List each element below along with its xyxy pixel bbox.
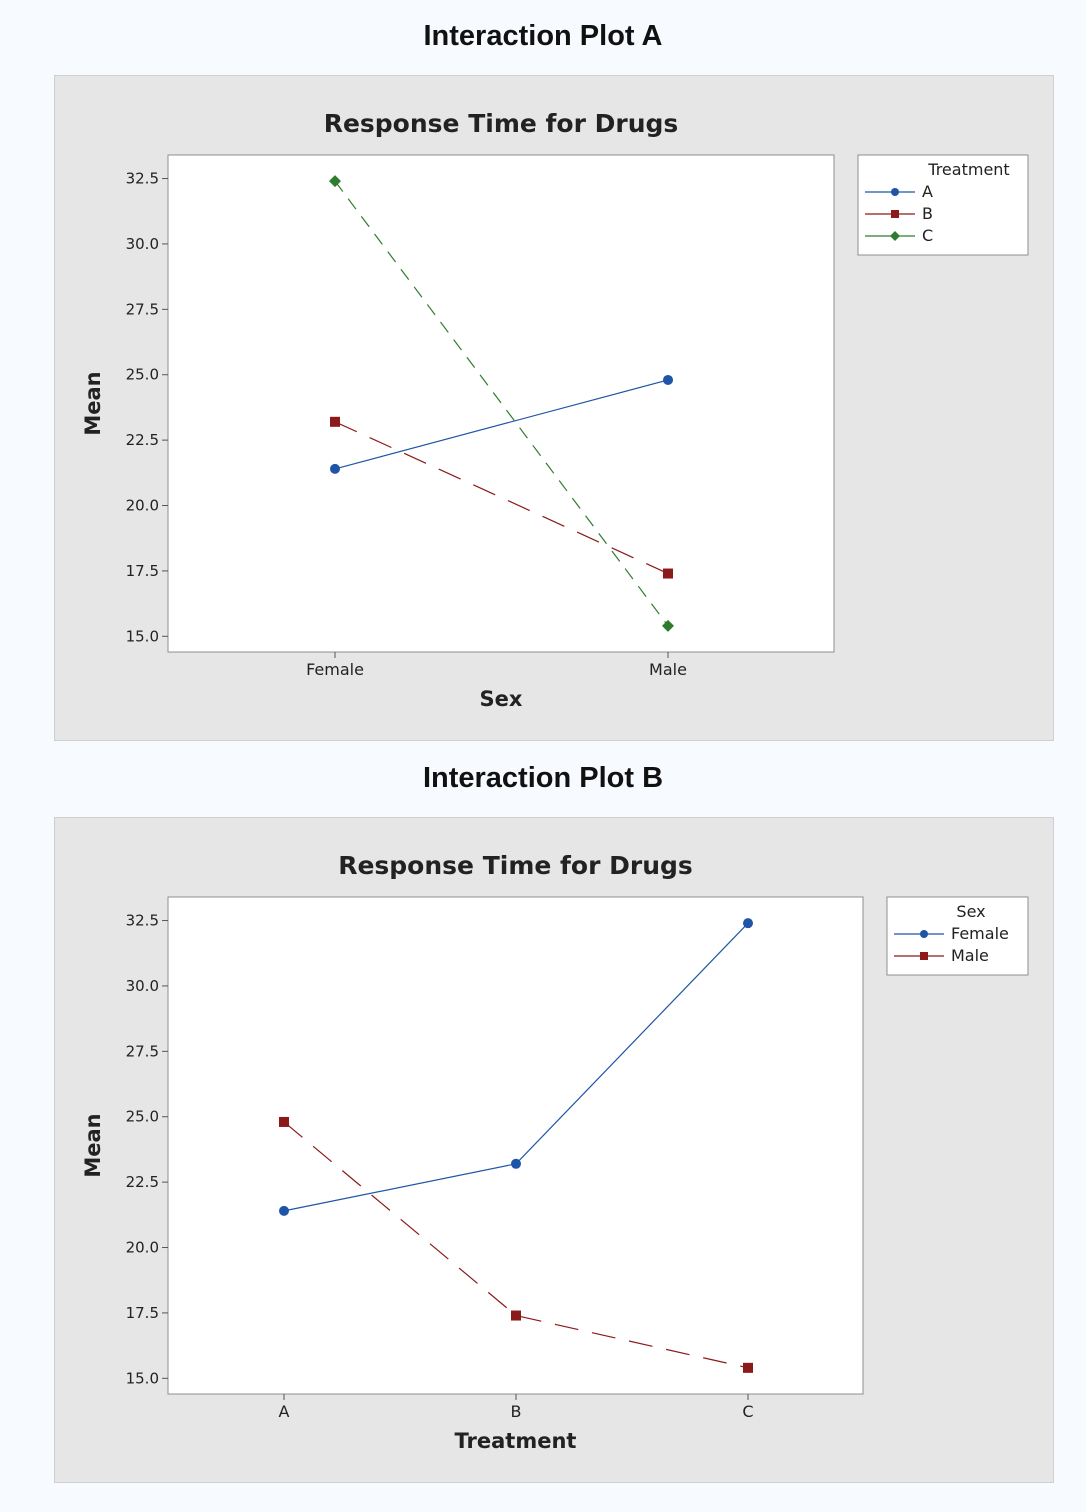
y-tick-label: 17.5 <box>126 1304 159 1322</box>
y-tick-label: 20.0 <box>126 1239 159 1257</box>
x-tick-label: Male <box>649 660 687 679</box>
chart-b: Response Time for Drugs 15.0 17.5 20.0 22.5 2… <box>81 851 1029 1453</box>
data-point-c <box>662 619 674 632</box>
legend-box <box>886 896 1029 976</box>
x-tick-label: Female <box>306 660 364 679</box>
data-point-male <box>279 1116 289 1127</box>
y-axis-label: Mean <box>81 1113 105 1177</box>
x-tick-label: B <box>511 1402 522 1421</box>
y-tick-label: 25.0 <box>126 1108 159 1126</box>
series-line-male <box>283 1121 749 1369</box>
y-tick-label: 17.5 <box>126 562 159 580</box>
legend-marker-b <box>891 210 899 218</box>
legend-title: Treatment <box>927 160 1009 179</box>
legend-label-c: C <box>922 226 933 245</box>
legend-label-a: A <box>922 182 933 201</box>
data-point-b <box>663 568 673 579</box>
data-point-b <box>330 416 340 427</box>
data-point-female <box>743 918 753 929</box>
interaction-plot-a-heading: Interaction Plot A <box>423 20 663 52</box>
y-tick-label: 32.5 <box>126 170 159 188</box>
series-line-a <box>334 379 669 470</box>
y-tick-label: 15.0 <box>126 1369 159 1387</box>
series-line-c <box>334 180 669 627</box>
y-tick-label: 27.5 <box>126 1042 159 1060</box>
legend-marker-c <box>890 231 900 241</box>
y-tick-label: 15.0 <box>126 627 159 645</box>
legend-marker-a <box>891 188 899 196</box>
legend-box <box>857 154 1029 256</box>
chart-panel-b: Response Time for Drugs 15.0 17.5 20.0 22.5 2… <box>54 817 1054 1483</box>
interaction-plot-b-heading: Interaction Plot B <box>422 762 664 794</box>
y-tick-label: 20.0 <box>126 497 159 515</box>
y-tick-label: 25.0 <box>126 366 159 384</box>
legend-label-b: B <box>922 204 933 223</box>
chart-panel-a: Response Time for Drugs 15.0 17.5 20.0 22.5 2… <box>54 75 1054 741</box>
data-point-c <box>329 175 341 188</box>
legend-label-female: Female <box>951 924 1009 943</box>
data-point-a <box>663 374 673 385</box>
x-axis-label: Treatment <box>455 1429 577 1453</box>
legend-marker-male <box>920 952 928 960</box>
series-line-b <box>334 421 669 575</box>
y-tick-label: 32.5 <box>126 912 159 930</box>
y-tick-label: 22.5 <box>126 1173 159 1191</box>
chart-title: Response Time for Drugs <box>338 851 693 880</box>
y-tick-label: 30.0 <box>126 977 159 995</box>
data-point-a <box>330 463 340 474</box>
data-point-male <box>511 1310 521 1321</box>
x-axis-label: Sex <box>480 687 523 711</box>
legend-marker-female <box>920 930 928 938</box>
legend-title: Sex <box>956 902 985 921</box>
data-point-male <box>743 1362 753 1373</box>
data-point-female <box>279 1205 289 1216</box>
y-axis-label: Mean <box>81 371 105 435</box>
y-tick-label: 27.5 <box>126 300 159 318</box>
y-tick-label: 30.0 <box>126 235 159 253</box>
legend-label-male: Male <box>951 946 989 965</box>
y-tick-label: 22.5 <box>126 431 159 449</box>
x-tick-label: C <box>742 1402 753 1421</box>
chart-a: Response Time for Drugs 15.0 17.5 20.0 22.5 2… <box>81 109 1029 711</box>
data-point-female <box>511 1158 521 1169</box>
plot-area <box>167 154 835 653</box>
x-tick-label: A <box>279 1402 290 1421</box>
chart-title: Response Time for Drugs <box>324 109 679 138</box>
